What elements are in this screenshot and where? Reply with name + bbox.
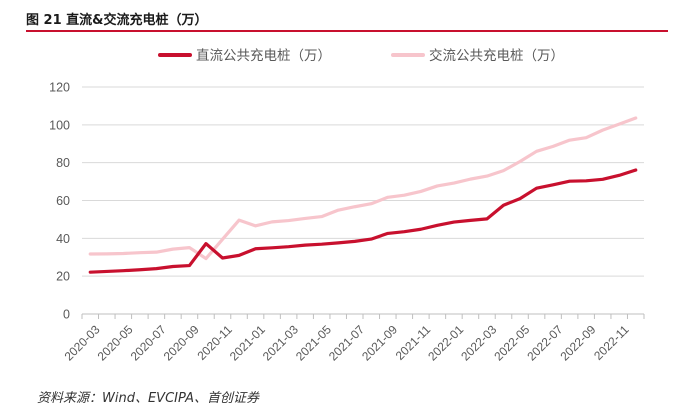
source-note: 资料来源：Wind、EVCIPA、首创证券: [37, 387, 259, 406]
y-tick-label: 100: [49, 118, 70, 132]
x-tick-label: 2021-03: [260, 322, 301, 363]
y-tick-label: 0: [63, 308, 70, 322]
y-tick-label: 20: [56, 270, 70, 284]
x-tick-label: 2020-07: [128, 322, 169, 363]
x-tick-label: 2022-11: [591, 322, 632, 363]
x-tick-label: 2022-09: [557, 322, 598, 363]
series-line-dc: [90, 170, 635, 272]
x-tick-label: 2020-03: [62, 322, 103, 363]
y-tick-label: 80: [56, 156, 70, 170]
x-tick-label: 2022-01: [425, 322, 466, 363]
x-tick-label: 2021-09: [359, 322, 400, 363]
y-tick-label: 40: [56, 232, 70, 246]
x-tick-label: 2022-03: [458, 322, 499, 363]
x-tick-label: 2020-09: [161, 322, 202, 363]
series-lines: [90, 118, 635, 272]
series-line-ac: [90, 118, 635, 259]
axes: 0 20 40 60 80 100 120 2020-032020-052020-072020…: [49, 81, 644, 364]
x-tick-label: 2020-05: [95, 322, 136, 363]
x-tick-label: 2021-01: [227, 322, 268, 363]
y-tick-label: 60: [56, 194, 70, 208]
x-tick-label: 2021-07: [326, 322, 367, 363]
gridlines: [82, 87, 644, 276]
x-tick-label: 2022-07: [524, 322, 565, 363]
legend-item-ac-label: 交流公共充电桩（万）: [429, 47, 564, 64]
legend-item-dc-label: 直流公共充电桩（万）: [196, 48, 331, 64]
legend: 直流公共充电桩（万） 交流公共充电桩（万）: [160, 47, 564, 64]
y-tick-label: 120: [49, 81, 70, 95]
x-tick-label: 2022-05: [491, 322, 532, 363]
x-tick-label: 2021-05: [293, 322, 334, 363]
